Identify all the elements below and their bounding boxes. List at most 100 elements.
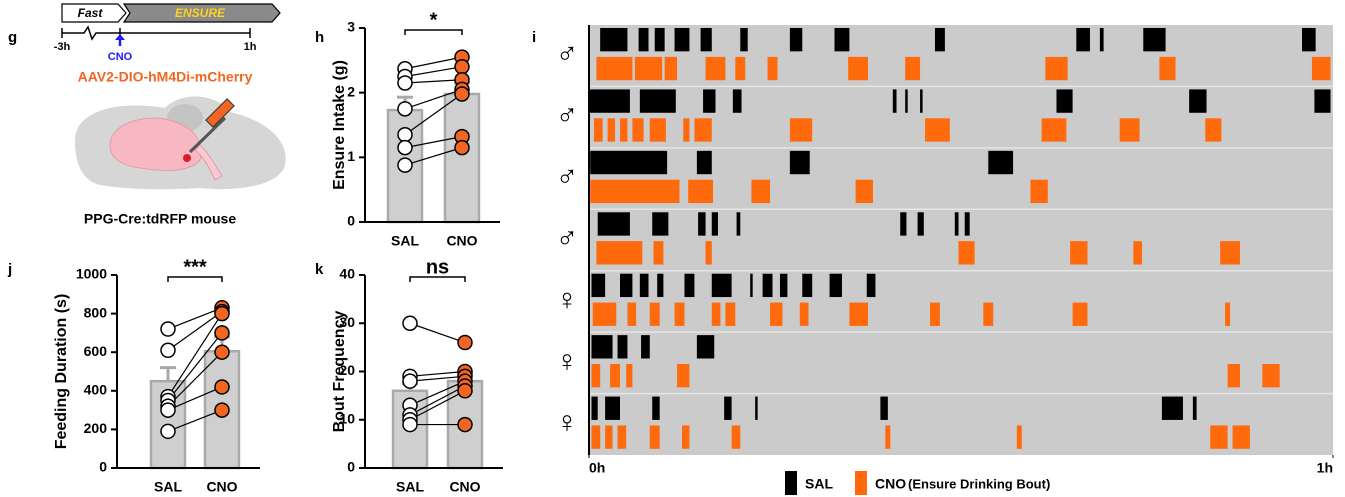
bout: [1045, 56, 1068, 81]
y-tick-label: 0: [347, 459, 355, 475]
significance-bracket: [409, 276, 466, 282]
point: [397, 75, 413, 91]
bout: [983, 302, 994, 326]
point: [457, 416, 473, 433]
time-label: 1h: [244, 41, 257, 53]
point: [214, 305, 230, 322]
bout: [605, 425, 613, 449]
bout: [682, 425, 690, 449]
bout: [920, 89, 923, 113]
bout: [711, 302, 721, 326]
y-tick-label: 800: [84, 304, 108, 320]
pair-line: [167, 313, 223, 397]
point: [402, 373, 418, 389]
point: [454, 139, 470, 156]
bout: [596, 56, 633, 81]
bout: [589, 89, 630, 113]
x-tick-label: CNO: [449, 479, 480, 495]
bout: [1030, 179, 1048, 204]
phase-label: ENSURE: [175, 6, 226, 20]
bout: [657, 273, 664, 298]
bout: [767, 56, 778, 81]
bout: [988, 150, 1014, 175]
legend-label: SAL: [805, 476, 833, 492]
bout: [694, 118, 712, 142]
bout: [848, 56, 868, 81]
brain: [109, 117, 202, 171]
x-tick-label: SAL: [396, 479, 424, 495]
y-tick-label: 1: [347, 148, 355, 164]
pair-line: [167, 311, 223, 351]
bout: [855, 179, 873, 204]
bout: [892, 89, 897, 113]
bout: [653, 241, 664, 265]
bout: [620, 273, 633, 298]
bout: [590, 150, 668, 175]
bout: [731, 425, 741, 449]
point: [160, 402, 176, 418]
bout: [900, 212, 907, 236]
bout: [1311, 56, 1331, 81]
bout: [1056, 89, 1073, 113]
bout: [696, 150, 712, 175]
y-tick-label: 1000: [76, 266, 107, 282]
pair-line: [404, 79, 463, 84]
bout: [958, 241, 975, 265]
bout: [789, 118, 813, 142]
bout: [762, 273, 773, 298]
bout: [1225, 302, 1231, 326]
bout: [591, 335, 613, 359]
bout: [1314, 89, 1331, 113]
bout: [1262, 364, 1280, 388]
row-label: ♂: [556, 222, 579, 255]
x-tick-label: 0h: [589, 460, 605, 476]
row-label: ♀: [556, 406, 579, 439]
legend-swatch: [785, 471, 797, 495]
bout: [779, 273, 788, 298]
y-axis-label: Feeding Duration (s): [53, 294, 70, 450]
legend-label: CNO: [875, 476, 906, 492]
y-tick-label: 400: [84, 382, 108, 398]
significance: ns: [426, 256, 449, 278]
bout: [849, 302, 868, 326]
injection-site: [183, 154, 191, 162]
time-label: -3h: [54, 41, 71, 53]
bout: [591, 396, 598, 420]
bout: [866, 273, 876, 298]
bout: [934, 28, 945, 52]
x-tick-label: CNO: [446, 233, 477, 249]
bout: [925, 118, 950, 142]
pair-line: [404, 88, 463, 110]
bout: [1227, 364, 1240, 388]
bout: [700, 28, 712, 52]
bout: [1232, 425, 1250, 449]
bout: [930, 302, 940, 326]
bout: [724, 396, 732, 420]
bout: [1076, 28, 1090, 52]
y-tick-label: 600: [84, 343, 108, 359]
point: [402, 315, 418, 331]
panel-letter: j: [7, 261, 12, 278]
y-tick-label: 0: [99, 459, 107, 475]
point: [397, 157, 413, 173]
bout: [649, 302, 660, 326]
row-label: ♂: [556, 99, 579, 132]
pair-line: [167, 332, 223, 401]
bout: [1099, 28, 1104, 52]
legend-swatch: [855, 471, 867, 495]
significance: *: [430, 9, 438, 31]
bout: [634, 56, 663, 81]
bout: [617, 425, 627, 449]
bout: [617, 335, 628, 359]
y-tick-label: 2: [347, 83, 355, 99]
y-tick-label: 3: [347, 19, 355, 35]
bout: [725, 302, 736, 326]
cno-arrowhead: [115, 34, 125, 40]
bout: [917, 212, 924, 236]
syringe-needle: [188, 116, 227, 154]
pair-line: [167, 307, 223, 330]
syringe: [205, 98, 235, 128]
pair-line: [404, 93, 463, 136]
panel-letter: g: [8, 29, 17, 46]
bout: [705, 241, 712, 265]
